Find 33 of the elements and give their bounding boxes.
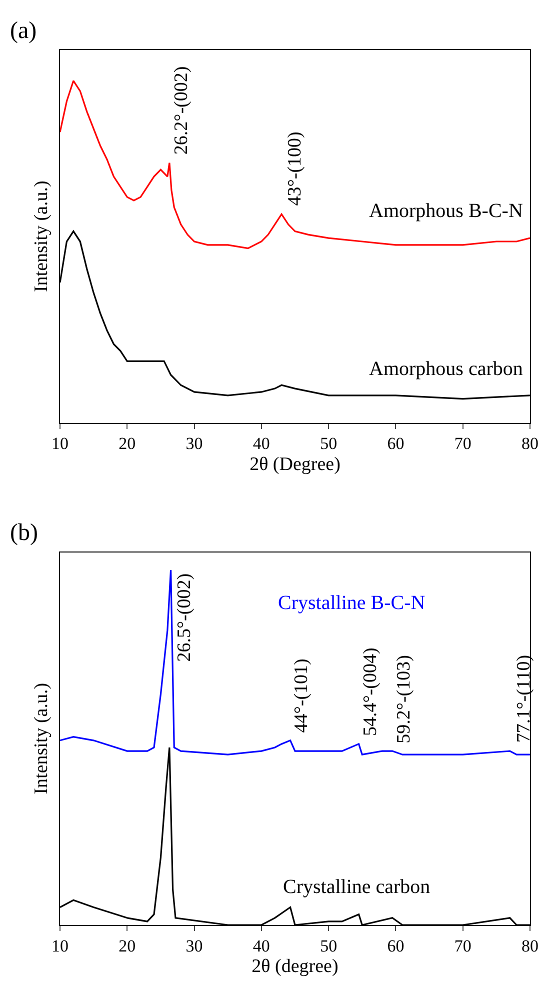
x-axis-title: 2θ (Degree) — [250, 454, 340, 475]
series-label: Amorphous carbon — [369, 358, 523, 380]
x-tick-label: 10 — [52, 434, 68, 454]
x-tick-label: 20 — [118, 434, 136, 454]
x-tick-label: 30 — [186, 434, 203, 454]
annotation: 26.2°-(002) — [170, 66, 192, 155]
x-tick-label: 70 — [454, 434, 472, 454]
x-axis-title: 2θ (degree) — [252, 956, 338, 978]
series-label: Crystalline carbon — [283, 876, 430, 898]
x-tick-label: 70 — [454, 936, 472, 956]
x-tick-label: 10 — [52, 936, 68, 956]
y-axis-title: Intensity (a.u.) — [30, 180, 52, 292]
series-label: Amorphous B-C-N — [369, 200, 523, 222]
annotation: 54.4°-(004) — [360, 648, 382, 736]
text: Crystalline B-C-N — [278, 592, 426, 614]
x-tick-label: 30 — [186, 936, 203, 956]
text: (a) — [10, 18, 37, 44]
annotation: 77.1°-(110) — [513, 654, 534, 743]
annotation: 59.2°-(103) — [393, 655, 414, 744]
annotation: 26.5°-(002) — [174, 573, 195, 662]
x-tick-label: 40 — [252, 936, 270, 956]
annotation: 43°-(100) — [284, 132, 306, 206]
x-tick-label: 40 — [252, 434, 270, 454]
x-tick-label: 60 — [387, 936, 404, 956]
x-tick-label: 50 — [320, 936, 338, 956]
y-axis-title: Intensity (a.u.) — [30, 682, 52, 794]
x-tick-label: 60 — [387, 434, 404, 454]
text: (b) — [10, 520, 38, 546]
x-tick-label: 20 — [118, 936, 136, 956]
x-tick-label: 80 — [522, 936, 538, 956]
x-tick-label: 80 — [522, 434, 538, 454]
annotation: 44°-(101) — [290, 658, 312, 733]
x-tick-label: 50 — [320, 434, 338, 454]
